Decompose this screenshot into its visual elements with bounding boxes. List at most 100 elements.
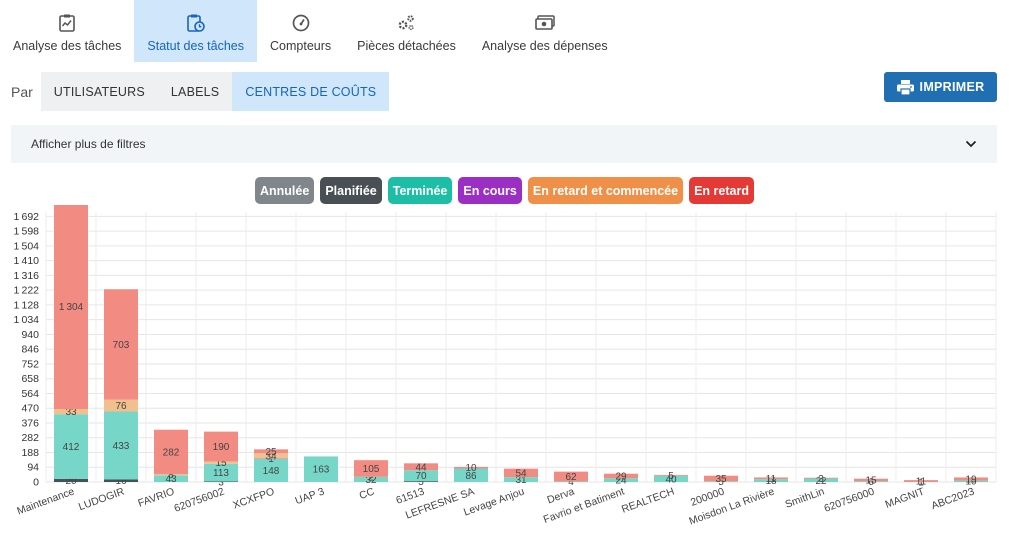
bar-value-label: 16 (115, 476, 127, 487)
bar-value-label: 1 304 (59, 302, 84, 313)
tab-label: Compteurs (270, 39, 332, 53)
x-category-label: LUDOGIR (77, 485, 126, 513)
bar-segment (654, 474, 688, 476)
gears-icon (396, 14, 416, 32)
bar-value-label: 8 (168, 470, 174, 481)
tab-label: Pièces détachées (357, 39, 456, 53)
y-tick-label: 1 316 (14, 270, 40, 282)
bar-value-label: 15 (865, 475, 877, 486)
y-tick-label: 94 (27, 462, 39, 474)
y-tick-label: 1 034 (14, 314, 40, 326)
legend-filter-pill[interactable]: En retard et commencée (527, 177, 684, 204)
legend-filter-pill[interactable]: Terminée (387, 177, 453, 204)
bar-segment (54, 409, 88, 415)
group-by-option[interactable]: UTILISATEURS (53, 84, 145, 99)
task-status-icon (186, 14, 205, 32)
print-button[interactable]: IMPRIMER (884, 72, 997, 102)
bar-value-label: 2 (368, 472, 374, 483)
bar-segment (154, 475, 188, 482)
x-category-label: SmithLin (784, 485, 827, 510)
x-category-label: ABC2023 (930, 485, 976, 512)
bar-segment (54, 478, 88, 482)
bar-value-label: 62 (565, 472, 577, 483)
y-tick-label: 940 (21, 329, 39, 341)
bar-value-label: 1 (268, 454, 274, 465)
bar-segment (104, 411, 138, 480)
bar-segment (854, 481, 888, 482)
bar-value-label: 113 (213, 468, 229, 479)
group-by-label: Par (11, 83, 33, 100)
bar-value-label: 40 (665, 474, 677, 485)
bar-segment (504, 477, 538, 482)
bar-value-label: 4 (568, 477, 574, 488)
y-tick-label: 1 222 (14, 285, 40, 297)
tab-gears[interactable]: Pièces détachées (344, 0, 469, 62)
legend-filter-pill[interactable]: En cours (458, 177, 522, 204)
legend-filter-pill[interactable]: Annulée (255, 177, 315, 204)
tab-gauge[interactable]: Compteurs (257, 0, 344, 62)
bar-value-label: 10 (965, 477, 977, 488)
bar-value-label: 190 (213, 442, 230, 453)
status-legend: Annulée Planifiée Terminée En cours En retar… (0, 177, 1009, 204)
bar-value-label: 5 (718, 477, 724, 488)
bar-segment (804, 478, 838, 482)
tab-task-analysis[interactable]: Analyse des tâches (0, 0, 134, 62)
bar-value-label: 105 (363, 464, 380, 475)
bar-segment (504, 468, 538, 478)
bar-value-label: 1 (918, 477, 924, 488)
printer-icon (896, 79, 914, 95)
legend-filter-pill[interactable]: En retard (689, 177, 754, 204)
bar-value-label: 703 (113, 340, 130, 351)
bar-segment (604, 473, 638, 479)
y-tick-label: 188 (21, 447, 39, 459)
bar-segment (554, 471, 588, 482)
bar-value-label: 18 (765, 476, 777, 487)
x-category-label: FAVRIO (136, 486, 176, 510)
gauge-icon (292, 14, 310, 32)
bar-value-label: 32 (365, 475, 377, 486)
bar-segment (554, 481, 588, 482)
y-tick-label: 564 (21, 388, 39, 400)
bar-segment (754, 477, 788, 480)
bar-value-label: 20 (65, 476, 77, 487)
bar-segment (54, 414, 88, 479)
bar-segment (954, 477, 988, 481)
y-tick-label: 658 (21, 373, 39, 385)
bar-segment (104, 289, 138, 400)
bar-value-label: 31 (515, 475, 527, 486)
bar-value-label: 15 (215, 458, 227, 469)
bar-segment (104, 479, 138, 482)
bar-segment (904, 480, 938, 482)
bar-value-label: 10 (465, 463, 477, 474)
chevron-down-icon (965, 137, 977, 151)
group-by-selector: Par UTILISATEURS LABELS CENTRES DE COÛTS (11, 72, 390, 111)
print-button-label: IMPRIMER (919, 80, 985, 94)
legend-filter-pill[interactable]: Planifiée (320, 177, 382, 204)
bar-segment (354, 460, 388, 477)
task-analysis-icon (59, 14, 76, 32)
bar-segment (954, 480, 988, 482)
bar-value-label: 19 (965, 474, 977, 485)
group-by-option[interactable]: CENTRES DE COÛTS (232, 72, 390, 111)
bar-value-label: 6 (868, 477, 874, 488)
y-tick-label: 0 (33, 477, 39, 489)
bar-value-label: 70 (415, 471, 427, 482)
bar-segment (154, 473, 188, 476)
bar-value-label: 35 (715, 474, 727, 485)
bar-value-label: 25 (265, 447, 277, 458)
bar-value-label: 433 (113, 441, 130, 452)
money-icon (534, 14, 555, 32)
bar-value-label: 163 (313, 465, 330, 476)
tab-label: Statut des tâches (147, 39, 244, 53)
group-by-option[interactable]: LABELS (170, 84, 220, 99)
tab-money[interactable]: Analyse des dépenses (469, 0, 621, 62)
bar-value-label: 44 (415, 462, 427, 473)
bar-segment (404, 470, 438, 482)
tab-label: Analyse des tâches (13, 39, 122, 53)
tab-task-status[interactable]: Statut des tâches (134, 0, 257, 62)
bar-value-label: 148 (263, 466, 280, 477)
more-filters-toggle[interactable]: Afficher plus de filtres (11, 125, 997, 163)
bar-segment (404, 463, 438, 471)
x-category-label: CC (358, 485, 377, 502)
bar-value-label: 43 (165, 474, 177, 485)
